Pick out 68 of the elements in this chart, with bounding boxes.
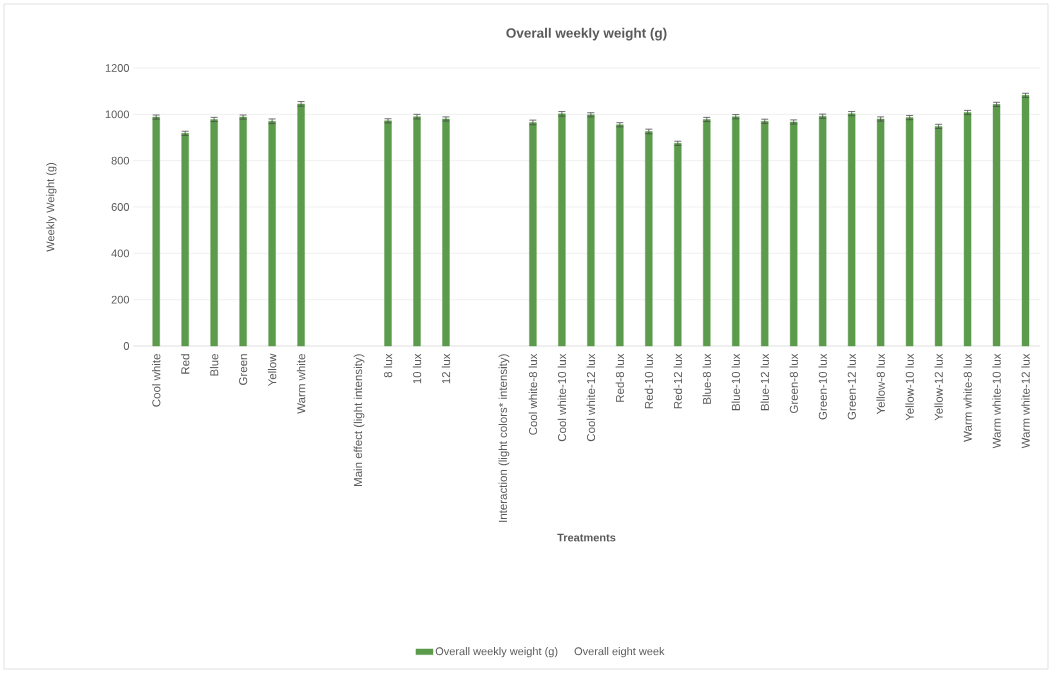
bar: [847, 113, 856, 347]
bar: [442, 118, 450, 347]
y-axis-title: Weekly Weight (g): [46, 162, 57, 252]
bar: [297, 103, 305, 347]
x-tick-label: Blue: [209, 354, 219, 376]
x-tick-label: Blue-12 lux: [760, 353, 769, 411]
bar: [645, 131, 653, 347]
chart-title: Overall weekly weight (g): [506, 27, 667, 41]
y-tick-label: 600: [111, 203, 130, 211]
x-tick-label: Red-10 lux: [644, 353, 654, 409]
y-tick-label: 0: [123, 342, 130, 350]
bar: [529, 122, 537, 347]
x-tick-label: Interaction (light colors* intensity): [498, 354, 510, 522]
y-tick-label: 1200: [105, 64, 130, 72]
y-tick-label: 200: [111, 295, 130, 304]
x-tick-label: Yellow-8 lux: [876, 353, 885, 415]
bar: [384, 120, 392, 347]
x-tick-label: 10 lux: [412, 353, 422, 384]
x-tick-label: 12 lux: [441, 353, 451, 384]
x-tick-label: Cool white-12 lux: [586, 353, 596, 442]
text: Overall eight week: [574, 647, 665, 658]
x-tick-label: Main effect (light intensity): [353, 354, 365, 486]
bar: [963, 112, 972, 347]
x-tick-label: Green-10 lux: [818, 353, 827, 420]
bar: [674, 143, 682, 347]
x-tick-label: Cool white-10 lux: [557, 353, 567, 442]
x-tick-label: Red: [180, 354, 190, 374]
bar: [268, 121, 276, 347]
x-tick-label: Red-12 lux: [673, 353, 683, 409]
x-tick-label: Green-12 lux: [847, 353, 856, 420]
x-tick-label: Warm white-8 lux: [963, 353, 972, 442]
bar: [876, 118, 885, 347]
bar: [761, 121, 769, 347]
y-tick-label: 800: [111, 156, 130, 165]
bar: [934, 126, 943, 347]
x-tick-label: Cool white: [151, 354, 161, 407]
x-tick-label: Warm white: [296, 354, 306, 414]
bar: [239, 116, 247, 347]
x-tick-label: Blue-8 lux: [702, 353, 711, 404]
bar: [152, 116, 160, 347]
bar: [992, 104, 1001, 347]
x-tick-label: Yellow-10 lux: [905, 353, 914, 421]
bar: [818, 115, 827, 347]
bar: [1021, 95, 1030, 347]
x-tick-label: Warm white-10 lux: [992, 353, 1001, 449]
bar: [558, 113, 566, 347]
x-tick-label: Green-8 lux: [789, 353, 798, 414]
bar: [790, 121, 798, 347]
bar: [413, 116, 421, 347]
bar: [732, 116, 740, 347]
x-tick-label: Yellow: [267, 353, 277, 387]
x-tick-label: Warm white-12 lux: [1021, 353, 1030, 449]
bar: [587, 114, 595, 347]
x-tick-label: Cool white-8 lux: [528, 353, 538, 435]
bar: [703, 119, 711, 347]
x-tick-label: Red-8 lux: [615, 353, 625, 402]
bar: [905, 117, 914, 347]
legend-label: Overall weekly weight (g): [435, 647, 558, 658]
y-tick-label: 400: [111, 249, 130, 258]
y-tick-label: 1000: [105, 110, 130, 119]
x-tick-label: Blue-10 lux: [731, 353, 740, 411]
x-axis-title: Treatments: [557, 533, 616, 542]
x-tick-label: Green: [239, 354, 248, 385]
bar: [616, 124, 624, 347]
bar: [210, 119, 218, 347]
x-tick-label: 8 lux: [383, 353, 393, 378]
x-tick-label: Yellow-12 lux: [934, 353, 943, 421]
bar: [181, 133, 189, 347]
